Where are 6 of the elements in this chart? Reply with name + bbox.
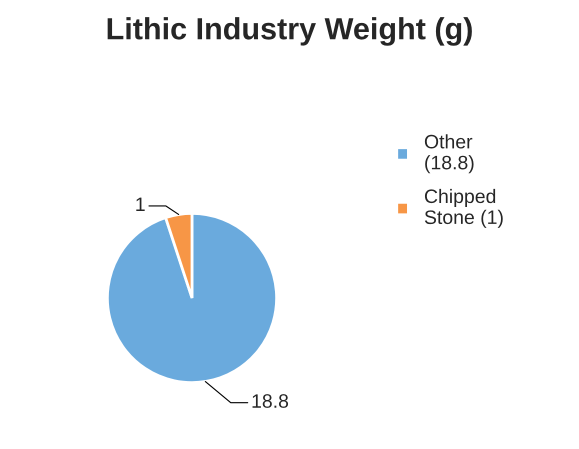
legend-label: Chipped Stone (1): [424, 188, 503, 228]
chart-title: Lithic Industry Weight (g): [108, 17, 472, 46]
data-label: 18.8: [252, 394, 288, 408]
legend-label: Other (18.8): [424, 134, 474, 174]
pie-slice: [106, 212, 278, 384]
data-label: 1: [136, 198, 145, 212]
